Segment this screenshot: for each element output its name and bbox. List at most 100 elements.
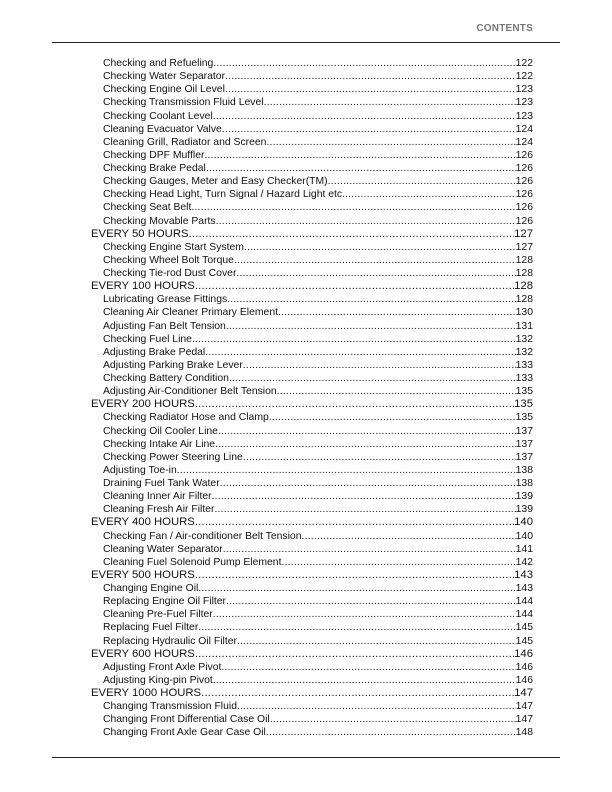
- toc-entry-title: Cleaning Evacuator Valve: [103, 123, 222, 135]
- toc-entry[interactable]: Cleaning Evacuator Valve 124: [91, 123, 533, 136]
- dot-leader: [269, 411, 516, 424]
- toc-entry-page: 122: [515, 71, 533, 83]
- toc-entry[interactable]: Lubricating Grease Fittings 128: [91, 293, 533, 306]
- toc-entry[interactable]: Checking Battery Condition 133: [91, 372, 533, 385]
- toc-entry[interactable]: Checking Water Separator 122: [91, 70, 533, 83]
- toc-entry-page: 133: [515, 359, 533, 371]
- dot-leader: [227, 293, 515, 306]
- toc-section-entry[interactable]: EVERY 600 HOURS 146: [91, 648, 533, 661]
- toc-entry-title: Adjusting Air-Conditioner Belt Tension: [103, 386, 277, 398]
- toc-section-entry[interactable]: EVERY 500 HOURS 143: [91, 569, 533, 582]
- toc-entry[interactable]: Checking Head Light, Turn Signal / Hazar…: [91, 188, 533, 201]
- dot-leader: [278, 306, 516, 319]
- toc-entry[interactable]: Checking Power Steering Line 137: [91, 451, 533, 464]
- toc-entry-page: 137: [515, 451, 533, 463]
- toc-entry-title: Cleaning Fuel Solenoid Pump Element: [103, 556, 282, 568]
- toc-entry[interactable]: Changing Front Differential Case Oil 147: [91, 713, 533, 726]
- toc-entry[interactable]: Adjusting Parking Brake Lever 133: [91, 359, 533, 372]
- dot-leader: [201, 687, 514, 700]
- toc-entry[interactable]: Replacing Engine Oil Filter 144: [91, 595, 533, 608]
- dot-leader: [270, 713, 516, 726]
- toc-entry[interactable]: Checking Brake Pedal 126: [91, 162, 533, 175]
- toc-entry[interactable]: Adjusting Front Axle Pivot 146: [91, 661, 533, 674]
- toc-entry[interactable]: Adjusting Air-Conditioner Belt Tension 13…: [91, 385, 533, 398]
- toc-entry[interactable]: Cleaning Inner Air Filter 139: [91, 490, 533, 503]
- toc-entry[interactable]: Draining Fuel Tank Water 138: [91, 477, 533, 490]
- toc-entry[interactable]: Adjusting Brake Pedal 132: [91, 346, 533, 359]
- toc-entry[interactable]: Checking Gauges, Meter and Easy Checker(…: [91, 175, 533, 188]
- toc-entry[interactable]: Cleaning Pre-Fuel Filter 144: [91, 608, 533, 621]
- dot-leader: [216, 215, 516, 228]
- toc-entry[interactable]: Changing Front Axle Gear Case Oil 148: [91, 726, 533, 739]
- toc-entry[interactable]: Checking Fuel Line 132: [91, 333, 533, 346]
- toc-entry-title: Adjusting Toe-in: [103, 464, 177, 476]
- toc-entry-title: Checking Fan / Air-conditioner Belt Tens…: [103, 530, 302, 542]
- toc-entry[interactable]: Cleaning Grill, Radiator and Screen 124: [91, 136, 533, 149]
- toc-entry[interactable]: Adjusting Fan Belt Tension 131: [91, 320, 533, 333]
- toc-entry-title: Adjusting Front Axle Pivot: [103, 661, 222, 673]
- toc-entry-title: Checking Wheel Bolt Torque: [103, 254, 234, 266]
- dot-leader: [225, 83, 516, 96]
- toc-entry[interactable]: Checking Movable Parts 126: [91, 215, 533, 228]
- toc-entry-title: EVERY 1000 HOURS: [91, 687, 202, 699]
- toc-entry[interactable]: Changing Transmission Fluid 147: [91, 700, 533, 713]
- toc-section-entry[interactable]: EVERY 200 HOURS 135: [91, 398, 533, 411]
- toc-entry-page: 146: [515, 661, 533, 673]
- toc-section-entry[interactable]: EVERY 100 HOURS 128: [91, 280, 533, 293]
- dot-leader: [206, 162, 516, 175]
- toc-entry-title: Cleaning Pre-Fuel Filter: [103, 609, 213, 621]
- toc-entry-page: 145: [515, 622, 533, 634]
- toc-entry[interactable]: Cleaning Water Separator 141: [91, 543, 533, 556]
- dot-leader: [345, 188, 516, 201]
- toc-entry[interactable]: Checking and Refueling 122: [91, 57, 533, 70]
- dot-leader: [236, 267, 515, 280]
- dot-leader: [328, 175, 516, 188]
- dot-leader: [191, 201, 515, 214]
- toc-entry-page: 128: [515, 268, 533, 279]
- toc-entry[interactable]: Checking Coolant Level 123: [91, 110, 533, 123]
- toc-entry[interactable]: Checking Intake Air Line 137: [91, 438, 533, 451]
- toc-entry-title: EVERY 400 HOURS: [91, 516, 195, 529]
- toc-entry[interactable]: Cleaning Air Cleaner Primary Element 130: [91, 306, 533, 319]
- toc-entry-title: Cleaning Fresh Air Filter: [103, 504, 215, 516]
- toc-entry[interactable]: Checking Transmission Fluid Level 123: [91, 96, 533, 109]
- toc-entry[interactable]: Cleaning Fuel Solenoid Pump Element 142: [91, 556, 533, 569]
- dot-leader: [243, 451, 516, 464]
- toc-entry[interactable]: Checking DPF Muffler 126: [91, 149, 533, 162]
- toc-section-entry[interactable]: EVERY 1000 HOURS 147: [91, 687, 533, 700]
- toc-entry[interactable]: Checking Engine Start System 127: [91, 241, 533, 254]
- toc-entry[interactable]: Checking Wheel Bolt Torque 128: [91, 254, 533, 267]
- toc-entry-title: Checking Oil Cooler Line: [103, 425, 218, 437]
- dot-leader: [195, 648, 514, 661]
- toc-entry-title: Checking Intake Air Line: [103, 438, 216, 450]
- dot-leader: [189, 228, 515, 241]
- toc-entry[interactable]: Checking Oil Cooler Line 137: [91, 425, 533, 438]
- toc-entry-page: 126: [515, 176, 533, 188]
- toc-entry-page: 126: [515, 189, 533, 201]
- toc-entry[interactable]: Checking Tie-rod Dust Cover 128: [91, 267, 533, 280]
- toc-entry[interactable]: Checking Engine Oil Level 123: [91, 83, 533, 96]
- dot-leader: [226, 595, 516, 608]
- dot-leader: [243, 359, 516, 372]
- toc-entry[interactable]: Replacing Fuel Filter 145: [91, 621, 533, 634]
- toc-entry[interactable]: Checking Radiator Hose and Clamp 135: [91, 411, 533, 424]
- toc-entry[interactable]: Adjusting King-pin Pivot 146: [91, 674, 533, 687]
- toc-entry-page: 126: [515, 149, 533, 161]
- toc-section-entry[interactable]: EVERY 400 HOURS 140: [91, 516, 533, 529]
- dot-leader: [198, 621, 515, 634]
- toc-entry-page: 148: [515, 727, 533, 739]
- dot-leader: [234, 254, 516, 267]
- toc-entry-page: 128: [514, 280, 533, 293]
- toc-entry[interactable]: Adjusting Toe-in 138: [91, 464, 533, 477]
- toc-entry[interactable]: Checking Seat Belt 126: [91, 201, 533, 214]
- toc-entry-title: Checking Fuel Line: [103, 333, 192, 345]
- toc-entry-page: 135: [515, 412, 533, 424]
- toc-entry[interactable]: Checking Fan / Air-conditioner Belt Tens…: [91, 530, 533, 543]
- toc-entry[interactable]: Replacing Hydraulic Oil Filter 145: [91, 635, 533, 648]
- toc-entry-page: 141: [515, 543, 533, 555]
- toc-entry-page: 139: [515, 491, 533, 503]
- toc-entry[interactable]: Changing Engine Oil 143: [91, 582, 533, 595]
- toc-section-entry[interactable]: EVERY 50 HOURS 127: [91, 228, 533, 241]
- dot-leader: [198, 582, 515, 595]
- toc-entry[interactable]: Cleaning Fresh Air Filter 139: [91, 503, 533, 516]
